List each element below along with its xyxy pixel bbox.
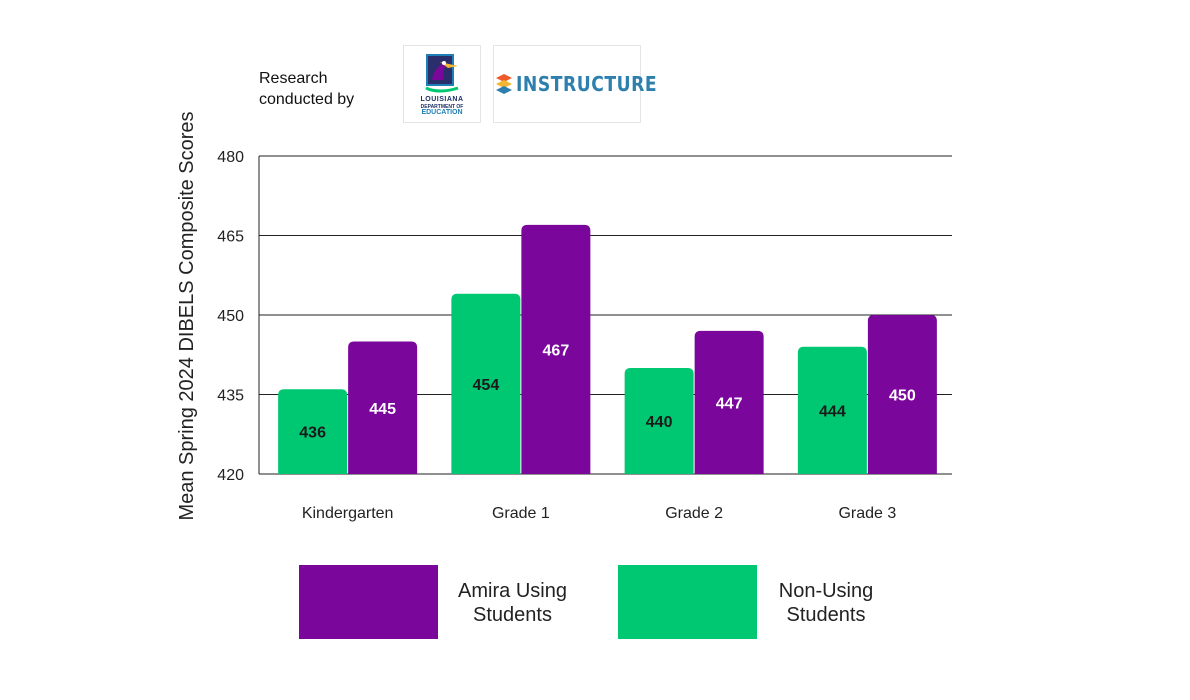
y-tick-label: 480 [217, 149, 244, 166]
louisiana-education-logo: LOUISIANA DEPARTMENT OF EDUCATION [403, 45, 481, 123]
legend-swatch-amira [299, 565, 438, 639]
y-tick-label: 450 [217, 308, 244, 325]
bar-amira [348, 341, 418, 474]
data-label-non-using: 454 [473, 377, 500, 394]
legend-label-non-using: Non-Using Students [760, 579, 892, 627]
y-tick-label: 465 [217, 229, 244, 246]
instructure-logo-icon [496, 74, 512, 94]
bar-non-using [624, 368, 694, 474]
logo-text-louisiana: LOUISIANA [420, 96, 464, 103]
y-axis-ticks: 420 435 450 465 480 [217, 149, 244, 484]
instructure-wordmark: INSTRUCTURE [516, 72, 658, 96]
y-tick-label: 420 [217, 467, 244, 484]
bar-amira [521, 224, 591, 474]
credit-line-2: conducted by [259, 91, 355, 108]
data-label-amira: 467 [543, 342, 570, 359]
x-category-label: Grade 2 [665, 505, 723, 522]
logo-text-department: DEPARTMENT OF [420, 104, 464, 110]
x-category-label: Grade 3 [838, 505, 896, 522]
x-axis-categories: Kindergarten Grade 1 Grade 2 Grade 3 [302, 505, 897, 522]
bar-non-using [797, 346, 867, 474]
data-label-non-using: 436 [299, 425, 326, 442]
x-category-label: Grade 1 [492, 505, 550, 522]
research-credit: Research conducted by [259, 68, 389, 110]
credit-line-1: Research [259, 70, 328, 87]
legend-amira-line-2: Students [473, 604, 552, 626]
y-tick-label: 435 [217, 388, 244, 405]
louisiana-pelican-logo-icon [425, 54, 459, 93]
data-label-non-using: 444 [819, 403, 846, 420]
bar-non-using [278, 389, 348, 474]
logo-text-education: EDUCATION [421, 109, 463, 116]
legend-non-using-line-2: Students [786, 604, 866, 626]
legend-non-using-line-1: Non-Using [778, 580, 874, 602]
x-category-label: Kindergarten [302, 505, 394, 522]
data-label-amira: 450 [889, 388, 916, 405]
data-label-non-using: 440 [646, 414, 673, 431]
instructure-logo: INSTRUCTURE [493, 45, 657, 123]
bar-amira [867, 315, 937, 474]
legend-swatch-non-using [618, 565, 757, 639]
legend-amira-line-1: Amira Using [458, 580, 567, 602]
data-label-amira: 447 [716, 395, 743, 412]
bar-non-using [451, 293, 521, 474]
legend-label-amira: Amira Using Students [440, 579, 585, 627]
y-axis-label: Mean Spring 2024 DIBELS Composite Scores [176, 111, 198, 520]
bar-amira [694, 330, 764, 474]
bars: 436 445 454 467 440 447 444 450 [278, 224, 937, 474]
data-label-amira: 445 [369, 401, 396, 418]
